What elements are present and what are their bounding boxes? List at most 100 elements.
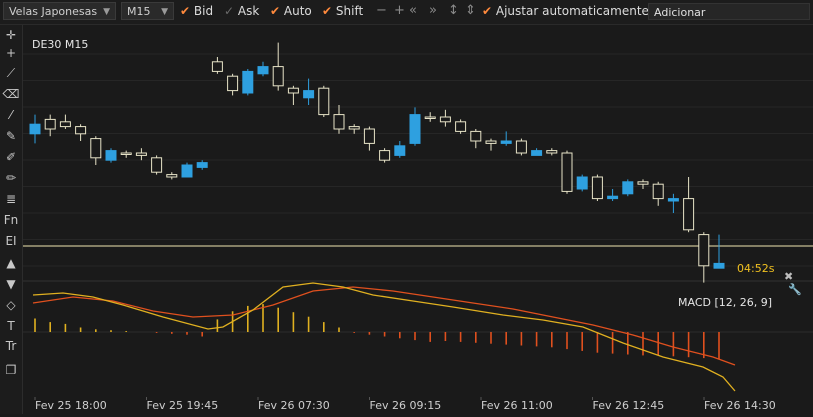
bid-toggle[interactable]: ✔ Bid (180, 0, 213, 22)
wrench-icon[interactable]: 🔧 (788, 283, 802, 296)
candle-body (439, 116, 451, 123)
autoscale-label: Ajustar automaticamente (495, 4, 649, 18)
candle-body (29, 123, 41, 135)
candle-body (500, 140, 512, 144)
expand-vertical-icon[interactable]: ↕ (448, 3, 459, 18)
auto-label: Auto (283, 4, 312, 18)
candle-body (257, 66, 269, 75)
x-axis: Fev 25 18:00 Fev 25 19:45 Fev 26 07:30 Fev … (34, 397, 776, 412)
chart-toolbar: Velas Japonesas ▼ M15 ▼ ✔ Bid ✓ Ask ✔ Au… (0, 0, 813, 25)
candle-body (455, 121, 467, 132)
timeframe-value: M15 (127, 5, 151, 18)
candle-body (667, 198, 679, 202)
candle-body (485, 140, 497, 144)
candle-body (515, 140, 527, 154)
arrow-down-icon[interactable]: ▼ (6, 277, 16, 291)
candle-body (546, 150, 558, 154)
macd-tools: ✖ 🔧 (784, 270, 813, 296)
candle-body (272, 66, 284, 87)
shift-toggle[interactable]: ✔ Shift (322, 0, 363, 22)
line-icon[interactable]: ⁄ (9, 108, 12, 122)
arrow-up-icon[interactable]: ▲ (6, 256, 16, 270)
chevron-down-icon: ▼ (161, 7, 168, 17)
candle-body (303, 90, 315, 99)
fib-icon[interactable]: ≣ (5, 192, 17, 206)
candle-body (713, 262, 725, 269)
candle-body (607, 195, 619, 200)
candle-body (242, 70, 254, 94)
candle-body (561, 152, 573, 192)
candle-body (135, 152, 147, 156)
crosshair-icon[interactable]: ✛ (5, 28, 17, 42)
candle-body (318, 87, 330, 116)
pencil-alt-icon[interactable]: ✐ (5, 150, 17, 164)
candle-body (181, 164, 193, 178)
x-tick-label: Fev 26 09:15 (370, 399, 442, 412)
drawing-tools-sidebar: ✛ + ⟋ ⌫ ⁄ ✎ ✐ ✏ ≣ Fn EI ▲ ▼ ◇ T Tr ❐ (0, 25, 23, 414)
candle-body (470, 130, 482, 142)
candle-body (287, 87, 299, 94)
candle-body (196, 162, 208, 168)
ruler-icon[interactable]: ⟋ (6, 66, 16, 80)
autoscale-toggle[interactable]: ✔ Ajustar automaticamente (482, 0, 649, 22)
candle-body (652, 183, 664, 200)
ei-icon[interactable]: EI (5, 234, 17, 248)
text-alt-icon[interactable]: Tr (5, 339, 17, 353)
macd-label: MACD [12, 26, 9] (678, 296, 773, 309)
candle-body (409, 114, 421, 144)
candle-body (591, 176, 603, 200)
candle-body (105, 150, 117, 161)
scroll-left-icon[interactable]: « (409, 3, 417, 18)
checkmark-icon: ✔ (482, 4, 493, 18)
checkmark-icon: ✔ (322, 4, 333, 18)
candle-body (75, 126, 87, 135)
compress-vertical-icon[interactable]: ⇕ (465, 3, 476, 18)
candle-body (637, 181, 649, 185)
fn-icon[interactable]: Fn (3, 213, 19, 227)
x-tick-label: Fev 25 19:45 (147, 399, 219, 412)
checkmark-icon: ✔ (180, 4, 191, 18)
candle-body (151, 157, 163, 173)
pencil-icon[interactable]: ✎ (5, 129, 17, 143)
candle-body (59, 121, 71, 128)
candle-body (698, 234, 710, 267)
macd-line (32, 282, 736, 392)
grid-lines (23, 53, 813, 282)
zoom-out-icon[interactable]: − (376, 3, 387, 18)
candle-body (531, 150, 543, 156)
auto-toggle[interactable]: ✔ Auto (270, 0, 312, 22)
x-tick-label: Fev 26 14:30 (704, 399, 776, 412)
add-placeholder: Adicionar (654, 6, 706, 19)
ask-toggle[interactable]: ✓ Ask (224, 0, 259, 22)
chart-area[interactable]: Fev 25 18:00 Fev 25 19:45 Fev 26 07:30 Fev … (23, 25, 813, 414)
x-tick-label: Fev 26 07:30 (258, 399, 330, 412)
checkmark-icon: ✓ (224, 4, 235, 18)
chart-title: DE30 M15 (32, 38, 89, 51)
candle-body (394, 145, 406, 156)
close-icon[interactable]: ✖ (784, 270, 794, 283)
timeframe-select[interactable]: M15 ▼ (121, 2, 174, 20)
bid-label: Bid (193, 4, 214, 18)
text-icon[interactable]: T (7, 319, 15, 333)
chart-type-select[interactable]: Velas Japonesas ▼ (3, 2, 116, 20)
scroll-right-icon[interactable]: » (429, 3, 437, 18)
brush-icon[interactable]: ✏ (5, 171, 17, 185)
price-chart[interactable]: Fev 25 18:00 Fev 25 19:45 Fev 26 07:30 Fev … (23, 25, 813, 414)
eraser-icon[interactable]: ⌫ (2, 87, 20, 101)
candle-body (424, 116, 436, 119)
x-tick-label: Fev 26 11:00 (481, 399, 553, 412)
plus-icon[interactable]: + (5, 46, 17, 60)
candle-body (90, 138, 102, 159)
checkmark-icon: ✔ (270, 4, 281, 18)
ask-label: Ask (237, 4, 260, 18)
macd-signal-line (32, 286, 736, 366)
candle-body (576, 176, 588, 190)
chevron-down-icon: ▼ (103, 7, 110, 17)
layers-icon[interactable]: ❐ (5, 363, 17, 377)
chart-type-value: Velas Japonesas (9, 5, 98, 18)
candle-body (683, 198, 695, 231)
add-indicator-input[interactable]: Adicionar (648, 3, 810, 20)
candle-body (44, 118, 56, 130)
zoom-in-icon[interactable]: + (394, 3, 405, 18)
shapes-icon[interactable]: ◇ (6, 298, 16, 312)
